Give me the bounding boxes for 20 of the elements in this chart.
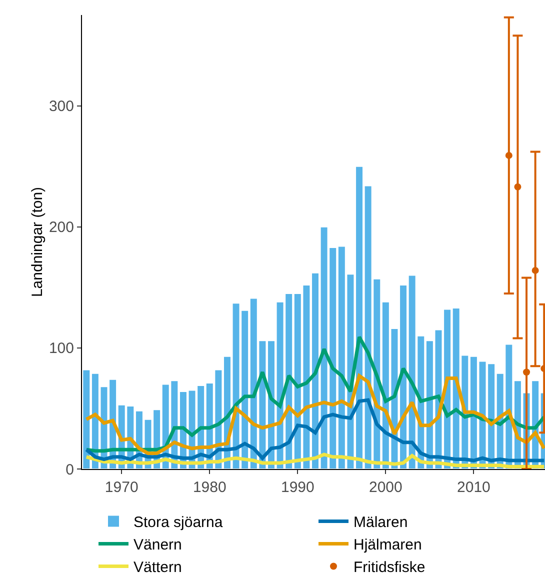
y-tick-label: 200 <box>48 219 74 236</box>
x-tick-label: 1980 <box>192 479 226 496</box>
line-series <box>84 398 545 462</box>
x-tick-label: 2000 <box>368 479 402 496</box>
x-tick-label: 1990 <box>280 479 314 496</box>
legend-label: Mälaren <box>354 514 408 532</box>
legend-label: Stora sjöarna <box>134 514 224 532</box>
x-tick-label: 1970 <box>104 479 138 496</box>
legend-label: Fritidsfiske <box>354 559 426 576</box>
line-series <box>84 452 545 468</box>
y-axis-title: Landningar (ton) <box>29 186 46 298</box>
x-tick-label: 2010 <box>457 479 490 496</box>
legend-label: Vänern <box>134 536 182 554</box>
line-series <box>84 374 545 456</box>
y-tick-label: 100 <box>48 340 74 358</box>
legend-label: Hjälmaren <box>354 536 422 554</box>
legend-label: Vättern <box>134 559 182 576</box>
y-tick-label: 300 <box>48 98 74 116</box>
line-series <box>84 335 545 453</box>
y-tick-label: 0 <box>66 461 74 478</box>
